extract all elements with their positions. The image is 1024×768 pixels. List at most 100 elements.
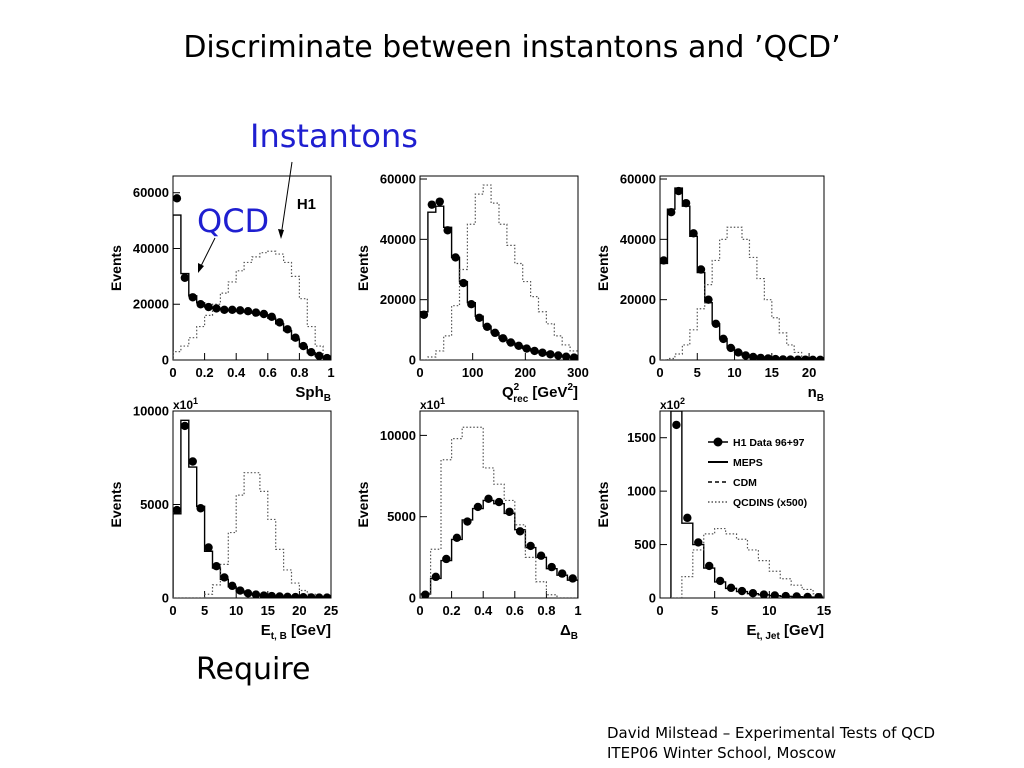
data-point xyxy=(314,593,324,598)
x-tick-label: 0.8 xyxy=(290,365,308,380)
data-point xyxy=(734,348,743,357)
x-tick-label: 25 xyxy=(324,603,338,618)
data-point xyxy=(212,562,221,571)
y-tick-label: 0 xyxy=(649,353,656,368)
data-point xyxy=(538,348,547,357)
data-point xyxy=(473,502,483,512)
data-point xyxy=(283,592,292,598)
data-point xyxy=(196,504,205,513)
y-tick-label: 0 xyxy=(162,591,169,606)
data-point xyxy=(275,592,284,598)
data-point xyxy=(683,513,692,523)
qcdins-line xyxy=(420,426,578,598)
data-point xyxy=(726,583,736,593)
x-tick-label: 10 xyxy=(727,365,741,380)
data-point xyxy=(715,576,725,586)
x-tick-label: 0.6 xyxy=(506,603,524,618)
data-point xyxy=(443,226,452,235)
data-point xyxy=(705,561,714,571)
footer-line-1: David Milstead – Experimental Tests of Q… xyxy=(607,724,936,742)
data-point xyxy=(569,353,578,360)
data-point xyxy=(494,497,504,507)
y-tick-label: 0 xyxy=(409,353,416,368)
data-point xyxy=(546,350,555,359)
data-point xyxy=(674,186,683,196)
data-point xyxy=(235,586,245,595)
data-point xyxy=(748,588,758,598)
data-point xyxy=(530,346,539,356)
data-point xyxy=(267,591,276,598)
x-tick-label: 0.2 xyxy=(196,365,214,380)
data-point xyxy=(763,354,773,360)
data-point xyxy=(267,312,276,321)
experiment-tag: H1 xyxy=(297,196,316,213)
y-tick-label: 500 xyxy=(634,537,656,552)
qcdins-line xyxy=(670,527,824,598)
data-point xyxy=(299,341,308,351)
data-point xyxy=(459,278,468,288)
data-point xyxy=(737,586,747,596)
y-tick-label: 20000 xyxy=(380,292,416,307)
y-tick-label: 60000 xyxy=(380,172,416,187)
data-point xyxy=(666,207,676,217)
data-point xyxy=(431,572,440,582)
data-point xyxy=(463,517,472,526)
y-tick-label: 0 xyxy=(162,353,169,368)
x-tick-label: 20 xyxy=(292,603,306,618)
x-tick-label: 5 xyxy=(711,603,718,618)
data-point xyxy=(711,319,721,329)
data-point xyxy=(180,273,190,282)
y-tick-label: 5000 xyxy=(387,509,416,524)
panel-sph: 0 0.2 0.4 0.6 0.8 1 0 20000 40000 60000 Events H1 Sp… xyxy=(108,175,335,404)
data-point xyxy=(307,347,316,357)
data-point xyxy=(435,197,444,206)
meps-line xyxy=(420,499,578,598)
x-tick-label: 10 xyxy=(762,603,776,618)
data-point xyxy=(204,302,213,312)
y-tick-label: 0 xyxy=(409,591,416,606)
y-tick-label: 10000 xyxy=(380,428,416,443)
x-axis-label: Et, B [GeV] xyxy=(261,622,331,642)
y-tick-label: 1000 xyxy=(627,484,656,499)
data-point xyxy=(816,355,824,360)
instantons-arrowhead xyxy=(278,229,284,239)
data-point xyxy=(689,229,698,238)
exponent-label: x101 xyxy=(420,396,445,412)
panel-etjet: 0 5 10 15 0 500 1000 1500 Events x102 Et, Jet [GeV… xyxy=(595,396,831,642)
y-axis-label: Events xyxy=(108,481,124,527)
x-tick-label: 10 xyxy=(229,603,243,618)
data-point xyxy=(475,313,484,322)
x-tick-label: 200 xyxy=(514,365,536,380)
data-point xyxy=(291,333,300,342)
data-point xyxy=(515,527,525,536)
footer-line-2: ITEP06 Winter School, Moscow xyxy=(607,744,837,762)
data-point xyxy=(694,538,703,547)
x-tick-label: 0.4 xyxy=(227,365,246,380)
x-tick-label: 0 xyxy=(656,365,663,380)
qcdins-line xyxy=(173,250,331,360)
legend-qcdins-label: QCDINS (x500) xyxy=(733,497,807,509)
qcd-arrowhead xyxy=(198,263,204,273)
data-point xyxy=(660,256,668,265)
panel-q2rec: 0 100 200 300 0 20000 40000 60000 Events Q2 rec [G… xyxy=(355,172,589,405)
data-point xyxy=(704,295,713,304)
y-axis-label: Events xyxy=(595,245,611,291)
x-tick-label: 15 xyxy=(765,365,779,380)
data-point xyxy=(307,593,316,598)
x-tick-label: 0 xyxy=(416,365,423,380)
legend-cdm-label: CDM xyxy=(733,477,757,489)
data-point xyxy=(781,591,790,598)
qcdins-line xyxy=(173,472,331,598)
data-point xyxy=(314,351,324,360)
data-point xyxy=(322,593,331,598)
data-point xyxy=(490,328,500,338)
data-point xyxy=(196,300,205,309)
y-tick-label: 40000 xyxy=(620,232,656,247)
x-tick-label: 0 xyxy=(656,603,663,618)
data-point xyxy=(482,322,492,332)
data-point xyxy=(726,343,736,353)
data-point xyxy=(801,355,810,360)
qcd-label: QCD xyxy=(197,202,270,240)
x-tick-label: 0.4 xyxy=(474,603,493,618)
